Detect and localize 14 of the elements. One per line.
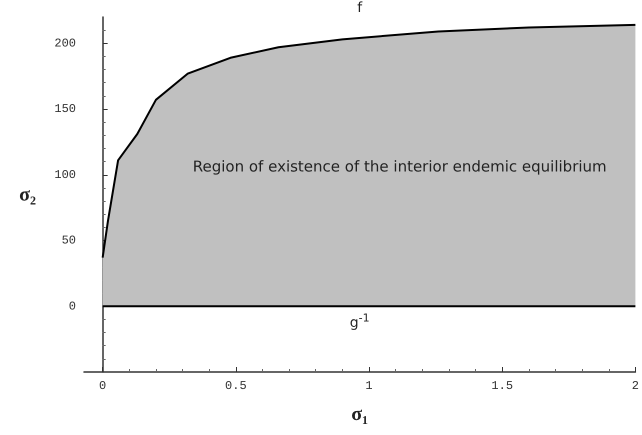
series-label: f [357, 0, 364, 16]
y-tick-label: 50 [62, 234, 76, 248]
x-tick-label: 0.5 [225, 379, 247, 393]
y-tick-label: 200 [54, 36, 76, 50]
y-tick-label: 0 [68, 299, 76, 314]
y-tick-label: 150 [54, 102, 76, 116]
y-tick-label: 100 [54, 168, 76, 182]
annotation: Region of existence of the interior endemic equilibrium [192, 158, 607, 176]
x-tick-label: 1 [365, 379, 373, 393]
y-axis-title: σ₂ [19, 184, 36, 206]
x-tick-label: 0 [99, 379, 106, 393]
x-tick-label: 2 [632, 379, 639, 393]
x-axis-title: σ₁ [351, 403, 368, 425]
x-tick-label: 1.5 [491, 379, 514, 393]
